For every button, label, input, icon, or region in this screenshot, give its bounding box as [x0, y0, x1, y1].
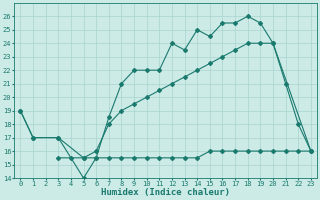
- X-axis label: Humidex (Indice chaleur): Humidex (Indice chaleur): [101, 188, 230, 197]
